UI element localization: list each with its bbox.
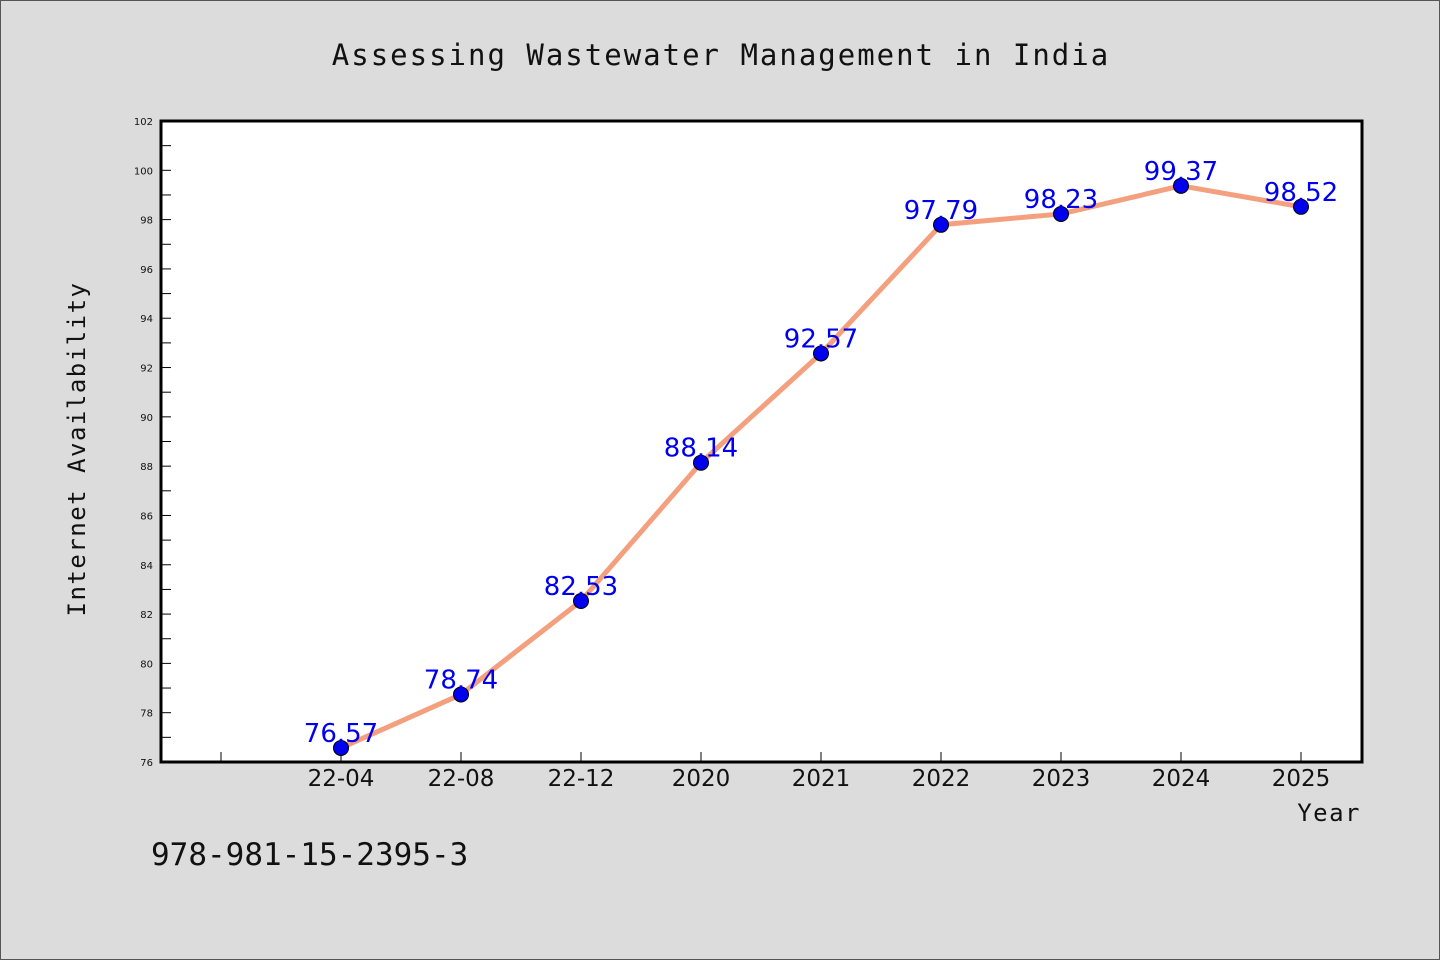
data-point [1173,177,1189,194]
y-tick-label: 82 [140,610,153,621]
data-point [333,739,349,756]
x-tick-label: 2024 [1152,766,1211,792]
data-label: 99.37 [1144,157,1218,187]
data-point [573,593,589,610]
isbn-footnote: 978-981-15-2395-3 [151,837,468,873]
data-label: 97.79 [904,196,978,226]
data-point [693,454,709,471]
y-tick-label: 80 [140,659,153,670]
y-tick-label: 100 [134,166,153,177]
plot-area [159,119,1364,764]
data-point [1053,205,1069,222]
data-point [453,686,469,703]
x-axis-label: Year [1297,799,1361,827]
data-label: 78.74 [424,665,498,695]
chart-title: Assessing Wastewater Management in India [332,38,1110,72]
y-tick-label: 88 [140,462,153,473]
marker-group [333,177,1309,756]
data-point [813,345,829,362]
y-tick-label: 94 [140,314,153,325]
y-tick-label: 84 [140,561,153,572]
data-label: 76.57 [304,719,378,749]
data-label: 82.53 [544,572,618,602]
data-label-group: 76.57 78.74 82.53 88.14 92.57 97.79 98.23 99.37… [304,157,1338,749]
data-label: 98.52 [1264,178,1338,208]
x-tick-label: 2023 [1032,766,1091,792]
y-tick-label: 78 [140,709,153,720]
x-axis: 22-04 22-08 22-12 2020 2021 2022 2023 2024 2025 [220,752,1331,792]
y-tick-label: 96 [140,265,153,276]
x-tick-label: 2020 [672,766,731,792]
x-tick-label: 22-04 [308,766,375,792]
y-tick-label: 102 [134,117,153,128]
y-tick-label: 90 [140,413,153,424]
x-tick-label: 22-08 [428,766,495,792]
y-axis: 76 78 80 82 84 86 88 90 92 94 96 98 100 102 [134,117,171,769]
x-tick-label: 2021 [792,766,851,792]
y-tick-label: 98 [140,216,153,227]
x-tick-label: 2025 [1272,766,1331,792]
y-tick-label: 86 [140,511,153,522]
y-tick-label: 76 [140,758,153,769]
data-point [933,216,949,233]
y-tick-label: 92 [140,364,153,375]
data-label: 92.57 [784,324,858,354]
data-label: 88.14 [664,434,738,464]
y-axis-label: Internet Availability [63,282,91,617]
x-tick-label: 22-12 [548,766,615,792]
x-tick-label: 2022 [912,766,971,792]
data-point [1293,198,1309,215]
data-label: 98.23 [1024,185,1098,215]
